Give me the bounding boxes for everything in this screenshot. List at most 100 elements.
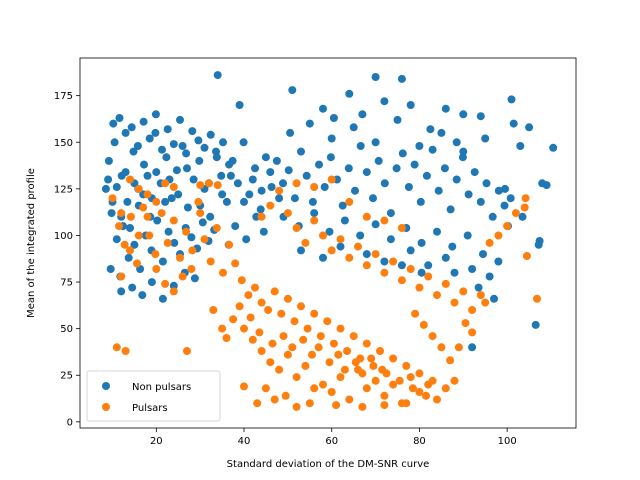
data-point [147, 278, 156, 287]
data-point [292, 224, 301, 232]
data-point [503, 222, 512, 231]
data-point [161, 197, 170, 206]
data-point [415, 369, 424, 378]
data-point [235, 101, 244, 109]
x-tick-label: 20 [150, 436, 163, 447]
data-point [371, 73, 380, 81]
data-point [327, 134, 336, 143]
data-point [428, 332, 437, 341]
data-point [369, 194, 377, 203]
data-point [389, 354, 398, 363]
x-tick-label: 40 [238, 436, 251, 447]
data-point [303, 324, 312, 333]
data-point [479, 250, 487, 259]
data-point [448, 242, 457, 251]
data-point [275, 186, 284, 195]
data-point [194, 136, 203, 145]
data-point [182, 149, 191, 158]
data-point [123, 197, 132, 206]
data-point [240, 197, 248, 206]
data-point [101, 184, 110, 193]
data-point [240, 382, 248, 391]
data-point [270, 395, 279, 404]
data-point [151, 250, 160, 259]
data-point [468, 265, 477, 273]
data-point [428, 145, 437, 154]
data-point [362, 339, 371, 348]
data-point [253, 399, 262, 408]
data-point [106, 265, 115, 273]
data-point [315, 160, 323, 169]
data-point [152, 197, 161, 206]
data-point [351, 186, 359, 195]
data-point [327, 246, 336, 255]
data-point [389, 257, 398, 266]
data-point [354, 242, 362, 251]
data-point [231, 259, 240, 268]
data-point [235, 302, 244, 311]
data-point [143, 212, 152, 221]
data-point [417, 268, 426, 277]
data-point [349, 332, 358, 341]
data-point [380, 268, 389, 277]
data-point [139, 203, 148, 212]
data-point [433, 291, 441, 300]
data-point [143, 190, 152, 199]
data-point [182, 227, 191, 236]
data-point [196, 209, 205, 218]
y-tick-label: 0 [67, 417, 73, 428]
data-point [257, 347, 266, 355]
data-point [200, 143, 209, 152]
data-point [104, 175, 113, 184]
data-point [310, 384, 319, 393]
data-point [482, 179, 491, 188]
data-point [380, 97, 389, 106]
data-point [245, 190, 254, 199]
data-point [426, 125, 435, 134]
data-point [501, 184, 509, 193]
data-point [225, 240, 234, 249]
data-point [506, 194, 515, 203]
legend-marker-pulsars [102, 403, 110, 411]
y-tick-label: 125 [54, 184, 73, 195]
y-axis: 0 25 50 75 100 125 150 175 [54, 91, 80, 428]
data-point [389, 380, 398, 389]
data-point [468, 306, 477, 314]
data-point [256, 205, 265, 214]
data-point [124, 253, 133, 262]
data-point [402, 361, 411, 370]
data-point [231, 222, 240, 231]
data-point [169, 140, 178, 149]
data-point [441, 384, 450, 393]
data-point [345, 197, 354, 206]
data-point [415, 388, 424, 396]
data-point [531, 320, 540, 329]
data-point [275, 365, 284, 374]
data-point [345, 253, 354, 262]
data-point [380, 216, 389, 225]
data-point [233, 179, 242, 188]
data-point [356, 142, 365, 150]
x-axis: 20 40 60 80 100 [150, 428, 517, 447]
data-point [222, 197, 231, 206]
data-point [398, 149, 407, 158]
data-point [140, 160, 148, 169]
data-point [316, 332, 325, 341]
data-point [246, 313, 255, 322]
data-point [533, 294, 541, 303]
data-point [117, 209, 126, 218]
data-point [345, 395, 354, 404]
data-point [305, 119, 314, 128]
data-point [222, 334, 231, 342]
data-point [380, 391, 389, 400]
y-axis-label: Mean of the integrated profile [26, 168, 37, 318]
data-point [319, 231, 327, 240]
data-point [169, 287, 178, 296]
data-point [345, 89, 354, 98]
data-point [468, 328, 477, 337]
data-point [476, 112, 485, 121]
data-point [268, 339, 277, 348]
data-point [459, 110, 468, 119]
data-point [279, 332, 288, 341]
data-point [450, 268, 459, 277]
